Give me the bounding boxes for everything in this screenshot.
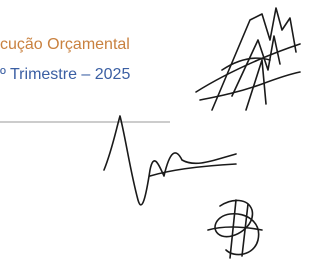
signature-middle [104, 116, 236, 205]
signature-bottom [208, 200, 262, 258]
signatures [0, 0, 304, 270]
signature-top [196, 8, 300, 110]
document-page: cução Orçamental º Trimestre – 2025 [0, 0, 304, 270]
